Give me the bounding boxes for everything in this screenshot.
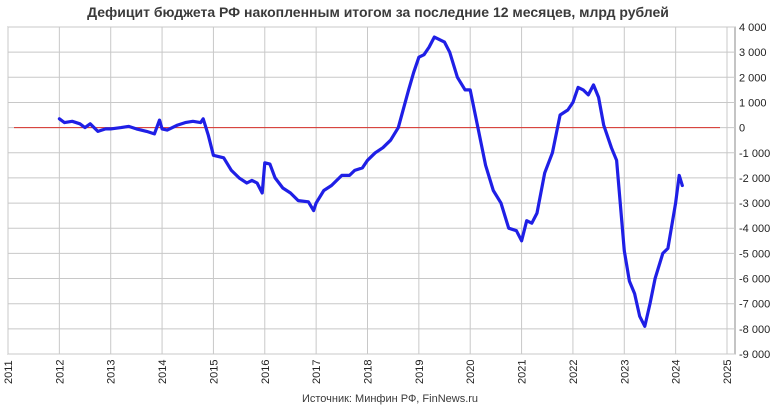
x-tick-label: 2025 bbox=[722, 360, 734, 384]
x-tick-label: 2018 bbox=[363, 360, 375, 384]
x-tick-label: 2019 bbox=[414, 360, 426, 384]
y-tick-label: -2 000 bbox=[739, 173, 770, 185]
x-tick-label: 2012 bbox=[54, 360, 66, 384]
y-tick-label: -8 000 bbox=[739, 324, 770, 336]
y-tick-label: -6 000 bbox=[739, 274, 770, 286]
y-tick-label: 4 000 bbox=[739, 22, 767, 34]
y-tick-label: 3 000 bbox=[739, 47, 767, 59]
x-tick-label: 2014 bbox=[157, 360, 169, 384]
x-tick-label: 2021 bbox=[517, 360, 529, 384]
grid bbox=[7, 26, 735, 355]
series-line bbox=[57, 35, 684, 328]
x-tick-label: 2011 bbox=[3, 360, 15, 384]
y-tick-label: -4 000 bbox=[739, 223, 770, 235]
y-axis: 4 000 3 000 2 000 1 000 0 -1 000 -2 000 -3 000 -… bbox=[739, 22, 770, 361]
y-tick-label: 1 000 bbox=[739, 97, 767, 109]
x-tick-label: 2020 bbox=[465, 360, 477, 384]
y-tick-label: -5 000 bbox=[739, 248, 770, 260]
x-tick-label: 2022 bbox=[568, 360, 580, 384]
x-axis: 2011 2012 2013 2014 2015 2016 2017 2018 2019 2020… bbox=[3, 360, 734, 384]
x-tick-label: 2015 bbox=[208, 360, 220, 384]
x-tick-label: 2023 bbox=[619, 360, 631, 384]
y-tick-label: 2 000 bbox=[739, 72, 767, 84]
x-tick-label: 2017 bbox=[311, 360, 323, 384]
y-tick-label: -1 000 bbox=[739, 148, 770, 160]
y-tick-label: -7 000 bbox=[739, 299, 770, 311]
y-tick-label: -9 000 bbox=[739, 349, 770, 361]
y-tick-label: -3 000 bbox=[739, 198, 770, 210]
source-note: Источник: Минфин РФ, FinNews.ru bbox=[302, 393, 478, 405]
plot-area bbox=[7, 26, 736, 355]
x-tick-label: 2013 bbox=[106, 360, 118, 384]
chart-title: Дефицит бюджета РФ накопленным итогом за… bbox=[87, 4, 669, 20]
y-tick-label: 0 bbox=[739, 123, 745, 135]
series-group bbox=[57, 35, 684, 328]
x-tick-label: 2024 bbox=[671, 360, 683, 384]
x-tick-label: 2016 bbox=[260, 360, 272, 384]
